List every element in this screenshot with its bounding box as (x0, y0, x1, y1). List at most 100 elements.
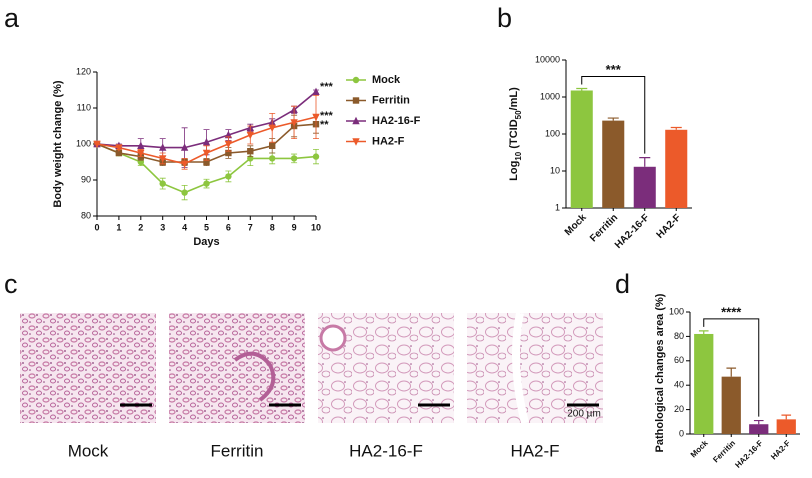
x-tick-label: 10 (311, 222, 321, 232)
panel-label: d (615, 269, 630, 299)
error-bar (698, 330, 709, 334)
marker (352, 76, 360, 84)
image-caption: HA2-F (510, 441, 559, 460)
y-tick-label: 20 (674, 404, 684, 414)
image-caption: Mock (68, 441, 109, 460)
y-tick-label: 80 (81, 210, 91, 220)
panel-label: a (4, 3, 20, 33)
x-tick-label: 3 (160, 222, 165, 232)
marker (269, 142, 276, 149)
marker (180, 143, 189, 151)
y-axis-label-part: (TCID (508, 119, 520, 151)
bar (776, 419, 796, 434)
marker (268, 124, 276, 132)
y-tick-label: 80 (674, 331, 684, 341)
bar (633, 166, 656, 208)
legend-label: HA2-16-F (372, 115, 421, 127)
error-bar (670, 126, 682, 130)
annotation: ** (320, 119, 329, 131)
error-bar (726, 367, 737, 377)
y-axis-label-part: 50 (514, 110, 523, 119)
bar (749, 424, 769, 434)
marker (202, 138, 211, 146)
x-tick-label: 7 (248, 222, 253, 232)
marker (159, 143, 167, 151)
y-axis-label: Log10 (TCID50/mL) (508, 87, 523, 181)
bar (665, 129, 688, 208)
x-tick-label: HA2-F (655, 212, 684, 241)
marker (115, 149, 123, 157)
marker (115, 144, 123, 152)
marker (269, 155, 276, 162)
x-tick-label: HA2-16-F (733, 438, 764, 469)
significance-bracket (581, 75, 646, 154)
marker (224, 130, 233, 139)
annotation: **** (721, 304, 742, 319)
legend-label: Mock (372, 74, 401, 86)
bar (694, 333, 714, 434)
y-tick-label: 60 (674, 355, 684, 365)
x-tick-label: 0 (94, 222, 99, 232)
x-tick-label: HA2-16-F (613, 212, 652, 251)
marker (203, 180, 210, 187)
annotation: *** (606, 62, 622, 77)
legend-label: Ferritin (372, 94, 410, 106)
x-tick-label: HA2-F (769, 438, 792, 461)
marker (180, 160, 189, 168)
y-tick-label: 1000 (540, 91, 560, 101)
marker (225, 173, 232, 180)
marker (225, 149, 232, 157)
y-tick-label: 110 (77, 102, 91, 112)
histology-vessel (319, 324, 347, 352)
error-bar (607, 117, 619, 121)
marker (312, 153, 320, 160)
y-tick-label: 1 (555, 202, 560, 212)
x-tick-label: 2 (138, 222, 143, 232)
marker (137, 149, 145, 158)
y-axis-label: Body weight change (%) (52, 80, 64, 207)
significance-bracket (703, 318, 760, 417)
marker (290, 119, 298, 127)
x-tick-label: 9 (292, 222, 297, 232)
annotation: *** (320, 81, 334, 93)
x-tick-label: 4 (182, 222, 187, 232)
error-bar (781, 414, 792, 420)
scale-bar-label: 200 µm (567, 409, 601, 420)
x-tick-label: 1 (116, 222, 121, 232)
y-tick-label: 10 (550, 165, 560, 175)
y-tick-label: 40 (674, 380, 684, 390)
y-axis-label: Pathological changes area (%) (654, 293, 666, 452)
series (93, 95, 320, 170)
marker (181, 189, 188, 196)
bar (602, 120, 625, 208)
histology-vessel (512, 312, 529, 424)
marker (290, 155, 298, 162)
marker (203, 158, 210, 166)
y-tick-label: 0 (679, 428, 684, 438)
marker (246, 131, 254, 140)
panel-label: c (4, 269, 18, 299)
marker (93, 140, 101, 149)
marker (352, 138, 360, 146)
x-tick-label: Ferritin (711, 438, 737, 464)
error-bar (753, 419, 764, 425)
image-caption: Ferritin (211, 441, 264, 460)
y-tick-label: 100 (76, 138, 91, 148)
x-axis-label: Days (193, 236, 219, 248)
marker (202, 149, 211, 158)
marker (312, 113, 320, 122)
marker (159, 180, 166, 187)
marker (312, 87, 320, 95)
y-axis-label-part: /mL) (508, 87, 520, 111)
marker (159, 155, 167, 163)
x-tick-label: 8 (270, 222, 275, 232)
marker (137, 141, 145, 149)
error-bar (576, 87, 588, 91)
bar (721, 376, 741, 434)
annotation: *** (320, 110, 334, 122)
histology-panel: 200 µm Mock Ferritin HA2-16-F HA2-F (20, 312, 603, 460)
y-tick-label: 100 (669, 306, 684, 316)
x-tick-label: 6 (226, 222, 231, 232)
x-tick-label: Mock (689, 438, 710, 459)
